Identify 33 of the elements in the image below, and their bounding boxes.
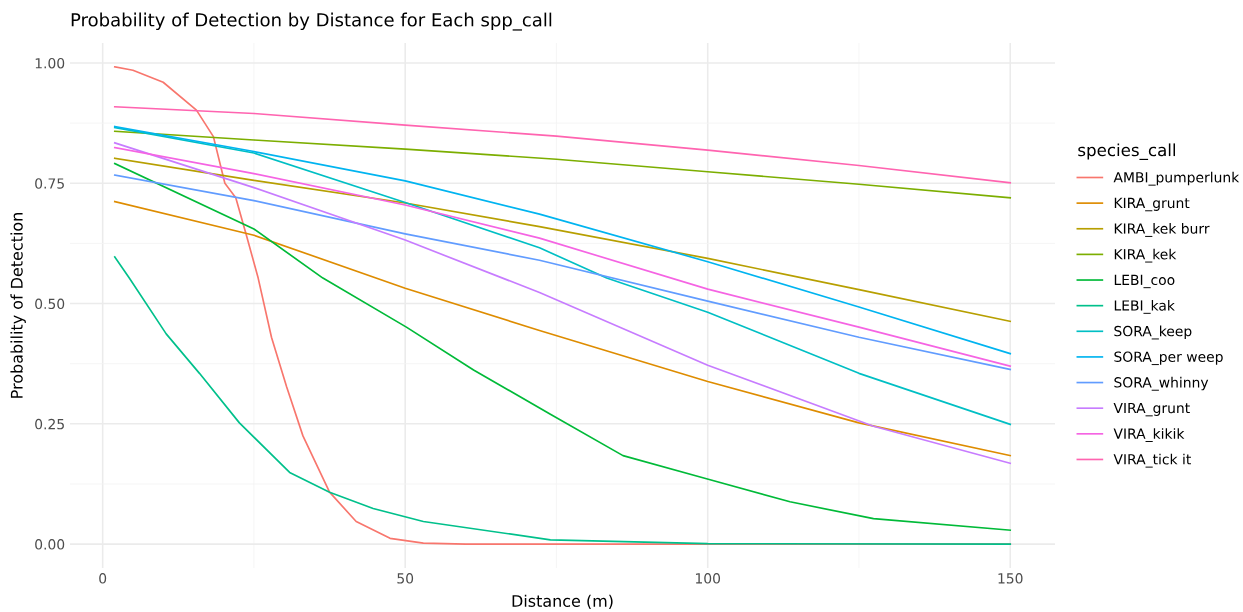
line-series bbox=[113, 130, 1012, 199]
legend-label: KIRA_kek bbox=[1114, 248, 1177, 263]
y-tick-label: 0.50 bbox=[35, 298, 65, 310]
legend-label: VIRA_kikik bbox=[1113, 428, 1185, 442]
legend-label: VIRA_grunt bbox=[1113, 402, 1190, 417]
y-tick-label: 0.00 bbox=[35, 539, 65, 550]
line-series bbox=[113, 105, 1012, 184]
legend-label: SORA_per weep bbox=[1114, 351, 1223, 366]
legend-label: VIRA_tick it bbox=[1113, 453, 1191, 468]
x-tick-label: 150 bbox=[998, 573, 1023, 584]
line-series bbox=[113, 157, 1012, 323]
line-series bbox=[113, 256, 1012, 545]
x-tick-label: 50 bbox=[397, 573, 414, 584]
y-tick-label: 0.75 bbox=[35, 178, 64, 189]
legend-label: KIRA_kek burr bbox=[1114, 223, 1210, 237]
line-series bbox=[113, 126, 1012, 426]
chart-title: Probability of Detection by Distance for Each spp_call bbox=[71, 12, 552, 31]
legend-label: KIRA_grunt bbox=[1114, 197, 1190, 212]
line-series bbox=[113, 142, 1012, 465]
x-tick-label: 100 bbox=[695, 573, 721, 584]
legend-title: species_call bbox=[1078, 143, 1176, 160]
y-tick-label: 1.00 bbox=[35, 57, 65, 69]
legend-label: LEBI_kak bbox=[1114, 299, 1175, 314]
y-axis-title: Probability of Detection bbox=[10, 213, 26, 398]
line-series bbox=[113, 200, 1012, 457]
line-series bbox=[113, 162, 1012, 532]
legend-label: AMBI_pumperlunk bbox=[1113, 171, 1240, 186]
x-tick-label: 0 bbox=[99, 573, 107, 584]
y-tick-label: 0.25 bbox=[35, 418, 64, 430]
x-axis-title: Distance (m) bbox=[512, 594, 613, 609]
legend-label: SORA_whinny bbox=[1114, 376, 1209, 391]
legend-label: LEBI_coo bbox=[1114, 274, 1175, 289]
legend-label: SORA_keep bbox=[1114, 325, 1192, 340]
